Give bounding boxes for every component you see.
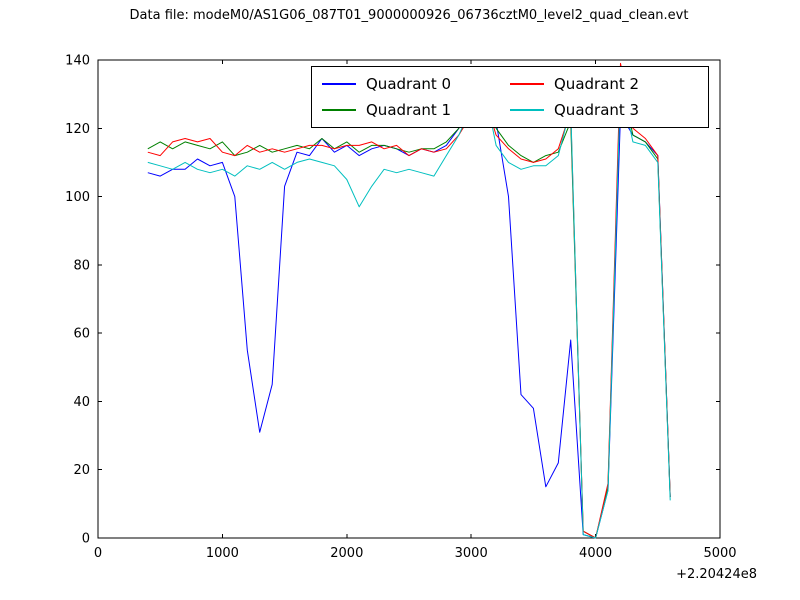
x-tick-label: 4000 [579,546,612,561]
legend-line-sample-quadrant-0 [322,83,356,85]
plot-title: Data file: modeM0/AS1G06_087T01_90000009… [129,8,689,23]
y-tick-label: 60 [73,327,90,342]
x-tick-label: 5000 [703,546,736,561]
y-tick-label: 0 [82,532,90,547]
legend-label-quadrant-1: Quadrant 1 [366,101,452,119]
x-tick-label: 3000 [455,546,488,561]
y-tick-label: 120 [65,122,90,137]
x-tick-label: 1000 [206,546,239,561]
x-tick-label: 0 [94,546,102,561]
legend-item-quadrant-0: Quadrant 0 [322,75,510,93]
legend-item-quadrant-3: Quadrant 3 [510,101,698,119]
legend-line-sample-quadrant-3 [510,109,544,111]
y-tick-label: 40 [73,395,90,410]
series-line-quadrant-3 [147,83,671,539]
legend-line-sample-quadrant-1 [322,109,356,111]
legend-label-quadrant-2: Quadrant 2 [554,75,640,93]
legend-label-quadrant-3: Quadrant 3 [554,101,640,119]
y-tick-label: 80 [73,258,90,273]
y-tick-label: 140 [65,54,90,69]
legend: Quadrant 0 Quadrant 1 Quadrant 2 Quadran… [311,66,709,128]
legend-item-quadrant-2: Quadrant 2 [510,75,698,93]
axes-frame [97,59,721,539]
y-tick-label: 100 [65,190,90,205]
legend-item-quadrant-1: Quadrant 1 [322,101,510,119]
x-axis-offset-label: +2.20424e8 [676,567,757,582]
y-tick-label: 20 [73,463,90,478]
legend-label-quadrant-0: Quadrant 0 [366,75,452,93]
x-tick-label: 2000 [330,546,363,561]
legend-line-sample-quadrant-2 [510,83,544,85]
